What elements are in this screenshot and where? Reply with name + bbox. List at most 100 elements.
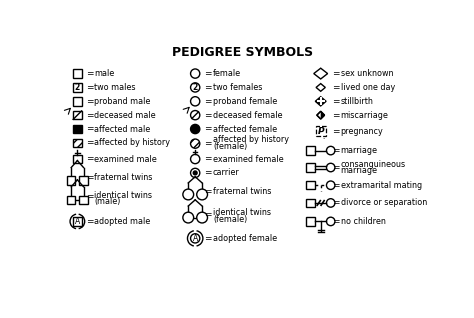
Text: =: = <box>204 139 212 148</box>
Text: =: = <box>86 97 93 106</box>
Text: =: = <box>332 97 340 106</box>
Text: =: = <box>332 83 340 92</box>
Text: divorce or separation: divorce or separation <box>341 198 427 207</box>
Circle shape <box>191 111 200 120</box>
Text: identical twins: identical twins <box>213 209 271 218</box>
Bar <box>307 181 315 190</box>
Text: marriage: marriage <box>341 166 378 175</box>
Polygon shape <box>314 68 328 79</box>
Text: =: = <box>86 192 93 201</box>
Text: =: = <box>86 125 93 134</box>
Text: .: . <box>322 135 324 141</box>
Circle shape <box>183 189 194 200</box>
Text: affected male: affected male <box>94 125 151 134</box>
Circle shape <box>197 189 208 200</box>
Bar <box>73 125 82 133</box>
Text: A: A <box>75 217 80 226</box>
Text: affected female: affected female <box>213 125 277 134</box>
Text: adopted female: adopted female <box>213 234 277 243</box>
Text: =: = <box>86 83 93 92</box>
Text: examined male: examined male <box>94 155 157 163</box>
Text: (female): (female) <box>213 215 247 224</box>
Circle shape <box>327 217 335 226</box>
Text: =: = <box>332 163 340 172</box>
Circle shape <box>327 181 335 190</box>
Text: =: = <box>332 146 340 155</box>
Text: marriage: marriage <box>341 146 378 155</box>
Circle shape <box>183 212 194 223</box>
Bar <box>307 163 315 172</box>
Text: proband male: proband male <box>94 97 151 106</box>
Text: =: = <box>204 83 212 92</box>
Text: (female): (female) <box>213 142 247 151</box>
Text: =: = <box>204 111 212 120</box>
Polygon shape <box>315 97 326 106</box>
Text: deceased female: deceased female <box>213 111 283 120</box>
Circle shape <box>193 171 197 175</box>
Text: =: = <box>332 181 340 190</box>
Text: =: = <box>86 217 93 226</box>
Bar <box>67 196 75 204</box>
Circle shape <box>197 212 208 223</box>
Bar <box>307 217 315 226</box>
Text: (male): (male) <box>94 197 121 206</box>
Circle shape <box>191 97 200 106</box>
Text: female: female <box>213 69 241 78</box>
Text: examined female: examined female <box>213 155 283 163</box>
Text: lived one day: lived one day <box>341 83 395 92</box>
Bar <box>79 196 88 204</box>
Text: =: = <box>332 198 340 207</box>
Text: =: = <box>204 155 212 163</box>
Text: =: = <box>204 169 212 177</box>
Bar <box>73 139 82 147</box>
Text: no children: no children <box>341 217 385 226</box>
Text: =: = <box>332 111 340 120</box>
Text: 2: 2 <box>192 83 198 92</box>
Circle shape <box>327 146 335 155</box>
Text: =: = <box>86 155 93 163</box>
Circle shape <box>191 83 200 92</box>
Text: =: = <box>86 173 93 182</box>
Circle shape <box>327 163 335 172</box>
Text: identical twins: identical twins <box>94 191 152 200</box>
Text: two females: two females <box>213 83 262 92</box>
Circle shape <box>191 139 200 148</box>
Circle shape <box>327 199 335 207</box>
Bar <box>73 83 82 92</box>
Text: deceased male: deceased male <box>94 111 156 120</box>
Circle shape <box>191 234 200 243</box>
Bar <box>73 69 82 78</box>
Bar <box>79 176 88 185</box>
Text: fraternal twins: fraternal twins <box>94 173 153 182</box>
Text: extramarital mating: extramarital mating <box>341 181 422 190</box>
Bar <box>67 176 75 185</box>
Bar <box>73 217 82 226</box>
Text: affected by history: affected by history <box>94 138 170 147</box>
Text: 2: 2 <box>75 83 80 92</box>
Polygon shape <box>316 84 325 91</box>
Circle shape <box>191 168 200 177</box>
Text: =: = <box>332 69 340 78</box>
Polygon shape <box>317 111 325 119</box>
Text: =: = <box>204 234 212 243</box>
Text: P: P <box>318 127 324 136</box>
Bar <box>307 146 315 155</box>
Circle shape <box>191 124 200 134</box>
Text: =: = <box>204 210 212 219</box>
Text: adopted male: adopted male <box>94 217 151 226</box>
Text: sex unknown: sex unknown <box>341 69 393 78</box>
Text: miscarriage: miscarriage <box>341 111 389 120</box>
Text: pregnancy: pregnancy <box>341 127 383 136</box>
Bar <box>307 199 315 207</box>
Text: PEDIGREE SYMBOLS: PEDIGREE SYMBOLS <box>173 46 313 59</box>
Text: =: = <box>86 111 93 120</box>
Text: carrier: carrier <box>213 169 240 177</box>
Bar <box>73 111 82 119</box>
Text: =: = <box>86 69 93 78</box>
Text: consanguineous: consanguineous <box>341 160 406 169</box>
Text: =: = <box>332 127 340 136</box>
Polygon shape <box>321 111 325 119</box>
Text: =: = <box>332 217 340 226</box>
Text: =: = <box>86 138 93 147</box>
Circle shape <box>191 155 200 164</box>
